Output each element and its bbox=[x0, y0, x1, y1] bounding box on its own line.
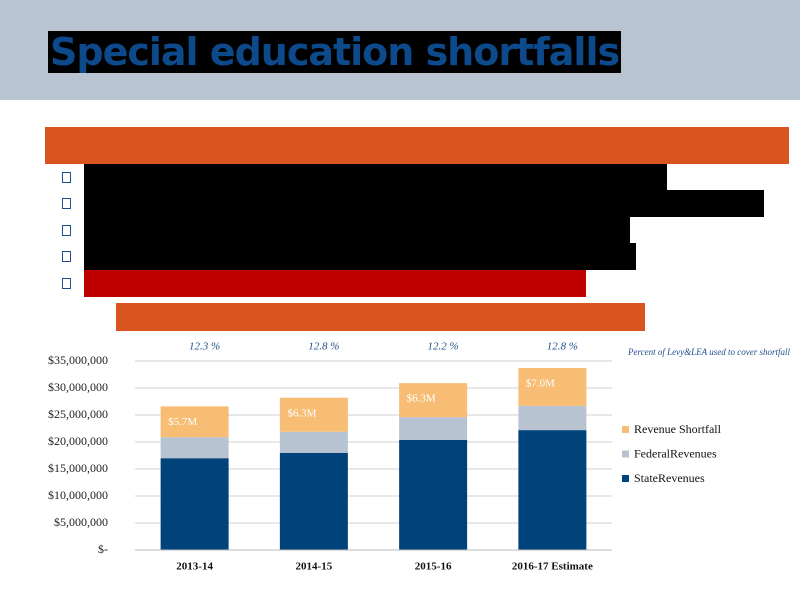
y-tick-label: $35,000,000 bbox=[48, 353, 108, 367]
legend-label: Revenue Shortfall bbox=[634, 422, 722, 436]
percent-label: 12.8 % bbox=[308, 341, 339, 353]
y-tick-label: $- bbox=[98, 542, 108, 556]
data-label: $7.0M bbox=[526, 378, 555, 390]
bar-segment bbox=[160, 406, 229, 438]
percent-label: 12.3 % bbox=[189, 341, 220, 353]
bar-segment bbox=[518, 430, 587, 550]
bullet bbox=[62, 225, 71, 236]
bar-segment bbox=[279, 397, 348, 432]
bullet bbox=[62, 251, 71, 262]
bar-segment bbox=[160, 458, 229, 550]
bar-segment bbox=[399, 439, 468, 550]
y-tick-label: $10,000,000 bbox=[48, 488, 108, 502]
redacted-line bbox=[84, 243, 636, 270]
bullet bbox=[62, 278, 71, 289]
x-tick-label: 2016-17 Estimate bbox=[512, 561, 593, 573]
legend-swatch bbox=[622, 450, 629, 458]
data-label: $6.3M bbox=[287, 407, 316, 419]
y-tick-label: $30,000,000 bbox=[48, 380, 108, 394]
data-label: $6.3M bbox=[407, 393, 436, 405]
legend-swatch bbox=[622, 475, 629, 482]
redacted-line bbox=[84, 217, 630, 243]
bar-segment bbox=[279, 452, 348, 550]
bar-segment bbox=[399, 417, 468, 440]
y-tick-label: $20,000,000 bbox=[48, 434, 108, 448]
redacted-line bbox=[84, 270, 586, 297]
legend-label: FederalRevenues bbox=[634, 446, 717, 460]
orange-bar bbox=[45, 127, 789, 164]
legend-label: StateRevenues bbox=[634, 471, 705, 485]
bar-segment bbox=[518, 368, 587, 406]
y-tick-label: $15,000,000 bbox=[48, 461, 108, 475]
y-tick-label: $5,000,000 bbox=[54, 515, 108, 529]
data-label: $5.7M bbox=[168, 416, 197, 428]
y-tick-label: $25,000,000 bbox=[48, 407, 108, 421]
bullet bbox=[62, 172, 71, 183]
orange-bar bbox=[116, 303, 645, 331]
bar-segment bbox=[399, 383, 468, 418]
percent-label: 12.2 % bbox=[428, 341, 459, 353]
legend-swatch bbox=[622, 426, 629, 433]
redacted-line bbox=[84, 164, 667, 190]
slide-title: Special education shortfalls bbox=[48, 30, 622, 74]
bullet bbox=[62, 198, 71, 209]
x-tick-label: 2015-16 bbox=[415, 561, 452, 573]
annotation: Percent of Levy&LEA used to cover shortf… bbox=[627, 347, 790, 357]
redacted-line bbox=[84, 190, 764, 217]
x-tick-label: 2013-14 bbox=[176, 561, 213, 573]
bar-segment bbox=[160, 437, 229, 459]
bar-segment bbox=[279, 431, 348, 453]
x-tick-label: 2014-15 bbox=[296, 561, 333, 573]
bar-segment bbox=[518, 405, 587, 431]
percent-label: 12.8 % bbox=[547, 341, 578, 353]
